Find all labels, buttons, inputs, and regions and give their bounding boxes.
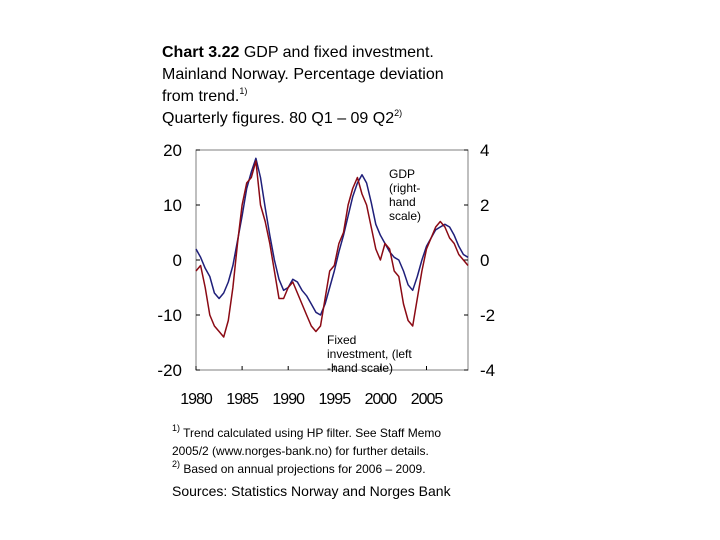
y-left-tick-labels: 20 10 0 -10 -20 <box>157 141 182 380</box>
gdp-annotation-line: (right- <box>389 181 421 195</box>
footnote1-line1: Trend calculated using HP filter. See St… <box>180 426 442 440</box>
x-tick-label: 2005 <box>411 391 444 408</box>
y-right-tick-label: -4 <box>480 361 495 380</box>
axis-ticks <box>195 149 468 371</box>
chart-title: Chart 3.22 GDP and fixed investment. Mai… <box>162 42 522 130</box>
gdp-annotation-line: hand <box>389 195 416 209</box>
y-right-tick-labels: 4 2 0 -2 -4 <box>480 141 495 380</box>
x-tick-label: 1995 <box>319 391 352 408</box>
x-tick-label: 1990 <box>272 391 305 408</box>
y-right-tick-label: 0 <box>480 251 489 270</box>
x-tick-label: 1980 <box>180 391 213 408</box>
y-right-tick-label: 4 <box>480 141 489 160</box>
y-left-tick-label: 0 <box>173 251 182 270</box>
chart-number: Chart 3.22 <box>162 44 240 61</box>
y-left-tick-label: -10 <box>157 306 182 325</box>
title-line3: from trend. <box>162 88 240 105</box>
gdp-annotation-line: scale) <box>389 209 422 223</box>
title-line4: Quarterly figures. 80 Q1 – 09 Q2 <box>162 110 395 127</box>
footnote2-text: Based on annual projections for 2006 – 2… <box>180 462 426 476</box>
y-right-tick-label: -2 <box>480 306 495 325</box>
investment-annotation: Fixed investment, (left -hand scale) <box>327 333 412 375</box>
title-line4-sup: 2) <box>394 107 403 118</box>
sources: Sources: Statistics Norway and Norges Ba… <box>172 483 451 499</box>
y-left-tick-label: -20 <box>157 361 182 380</box>
investment-series-line <box>195 160 469 338</box>
y-right-tick-label: 2 <box>480 196 489 215</box>
gdp-annotation: GDP (right- hand scale) <box>389 167 421 223</box>
y-left-tick-label: 20 <box>163 141 182 160</box>
footnote1-line2: 2005/2 (www.norges-bank.no) for further … <box>172 444 429 458</box>
gdp-annotation-line: GDP <box>389 167 416 181</box>
title-line1: GDP and fixed investment. <box>239 44 434 61</box>
title-line3-sup: 1) <box>239 85 248 96</box>
footnotes: 1) Trend calculated using HP filter. See… <box>172 424 502 478</box>
title-line2: Mainland Norway. Percentage deviation <box>162 66 444 83</box>
y-left-tick-label: 10 <box>163 196 182 215</box>
footnote1-marker: 1) <box>172 423 181 433</box>
series-layer <box>195 157 469 338</box>
investment-annotation-line: investment, (left <box>327 347 412 361</box>
investment-annotation-line: -hand scale) <box>327 361 394 375</box>
x-tick-label: 1985 <box>226 391 259 408</box>
footnote2-marker: 2) <box>172 459 181 469</box>
gdp-series-line <box>195 157 469 316</box>
investment-annotation-line: Fixed <box>327 333 357 347</box>
x-tick-labels: 1980 1985 1990 1995 2000 2005 <box>180 391 444 408</box>
x-tick-label: 2000 <box>365 391 398 408</box>
